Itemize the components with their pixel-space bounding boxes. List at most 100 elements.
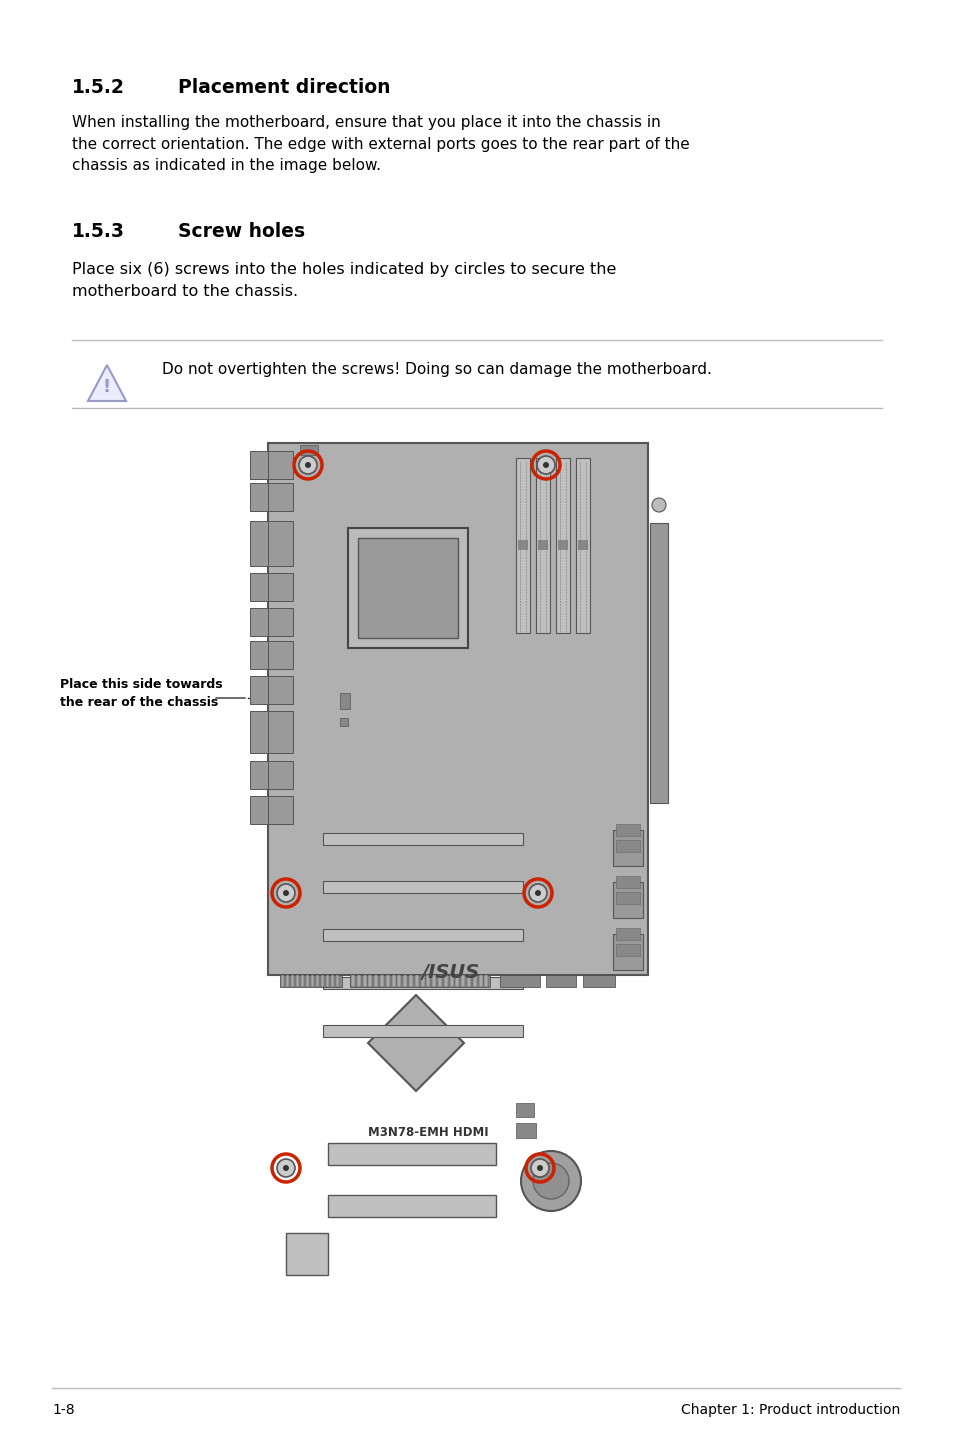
Text: Chapter 1: Product introduction: Chapter 1: Product introduction (680, 1403, 899, 1416)
Bar (357, 538, 457, 638)
Bar (556, 457, 569, 633)
Bar (415, 975, 418, 986)
Bar (616, 824, 639, 835)
Circle shape (283, 1165, 289, 1171)
Bar (268, 521, 293, 567)
Bar (250, 676, 268, 705)
Bar (323, 833, 522, 846)
Bar (306, 975, 309, 986)
Bar (268, 710, 293, 754)
Polygon shape (368, 995, 463, 1091)
Bar (420, 975, 424, 986)
Bar (616, 876, 639, 889)
Bar (545, 975, 576, 986)
Bar (250, 572, 268, 601)
Text: Do not overtighten the screws! Doing so can damage the motherboard.: Do not overtighten the screws! Doing so … (162, 362, 711, 377)
Bar (613, 881, 642, 917)
Bar (348, 528, 468, 649)
Circle shape (535, 890, 540, 896)
Circle shape (651, 498, 665, 512)
Bar (536, 457, 550, 633)
Bar (291, 975, 294, 986)
Bar (250, 710, 268, 754)
Bar (385, 975, 390, 986)
Bar (268, 641, 293, 669)
Bar (356, 975, 360, 986)
Bar (250, 521, 268, 567)
Bar (478, 975, 482, 986)
Bar (578, 541, 587, 549)
Bar (616, 943, 639, 956)
Bar (268, 452, 293, 479)
Bar (368, 975, 372, 986)
Bar (397, 975, 401, 986)
Bar (311, 975, 314, 986)
Circle shape (529, 884, 546, 902)
Bar (295, 975, 298, 986)
Bar (516, 1123, 536, 1137)
Bar (268, 572, 293, 601)
Bar (616, 928, 639, 940)
Bar (432, 975, 436, 986)
Bar (280, 975, 341, 986)
Text: !: ! (103, 378, 111, 395)
Bar (250, 641, 268, 669)
Bar (339, 718, 348, 726)
Circle shape (276, 1159, 294, 1176)
Text: Place six (6) screws into the holes indicated by circles to secure the
motherboa: Place six (6) screws into the holes indi… (71, 262, 616, 299)
Bar (537, 541, 547, 549)
Bar (331, 975, 334, 986)
Circle shape (298, 456, 316, 475)
Bar (391, 975, 395, 986)
Bar (616, 892, 639, 905)
Bar (467, 975, 471, 986)
Bar (460, 975, 465, 986)
Circle shape (537, 456, 555, 475)
Bar (301, 975, 304, 986)
Bar (250, 452, 268, 479)
Bar (323, 929, 522, 940)
Bar (323, 1025, 522, 1037)
Text: Screw holes: Screw holes (178, 221, 305, 242)
Bar (443, 975, 447, 986)
Bar (328, 1195, 496, 1217)
Bar (362, 975, 366, 986)
Bar (328, 1143, 496, 1165)
Bar (268, 761, 293, 789)
Bar (517, 541, 527, 549)
Polygon shape (88, 365, 126, 401)
Text: /ISUS: /ISUS (421, 963, 479, 982)
Bar (558, 541, 567, 549)
Circle shape (283, 890, 289, 896)
Bar (339, 693, 350, 709)
Text: 1.5.3: 1.5.3 (71, 221, 125, 242)
Bar (350, 975, 490, 986)
Bar (437, 975, 441, 986)
Bar (473, 975, 476, 986)
Bar (286, 1232, 328, 1276)
Bar (268, 608, 293, 636)
Text: When installing the motherboard, ensure that you place it into the chassis in
th: When installing the motherboard, ensure … (71, 115, 689, 173)
Circle shape (305, 462, 311, 467)
Bar (299, 444, 317, 454)
Text: Placement direction: Placement direction (178, 78, 390, 96)
Circle shape (520, 1150, 580, 1211)
Circle shape (531, 1159, 548, 1176)
Bar (286, 975, 289, 986)
Bar (250, 608, 268, 636)
Bar (582, 975, 615, 986)
Bar (516, 1103, 534, 1117)
Text: M3N78-EMH HDMI: M3N78-EMH HDMI (367, 1126, 488, 1139)
Bar (616, 840, 639, 851)
Circle shape (533, 1163, 568, 1199)
Bar (323, 976, 522, 989)
Bar (449, 975, 453, 986)
Bar (426, 975, 430, 986)
Bar (374, 975, 377, 986)
Bar (516, 457, 530, 633)
Bar (268, 797, 293, 824)
Bar (320, 975, 324, 986)
Bar (613, 830, 642, 866)
Bar (576, 457, 589, 633)
Bar (499, 975, 539, 986)
